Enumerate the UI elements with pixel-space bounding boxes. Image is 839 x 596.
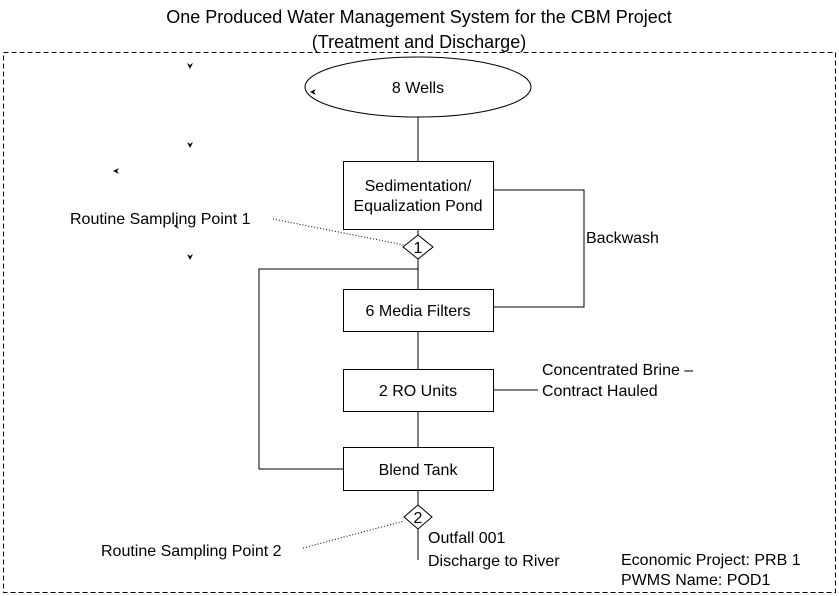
brine-label-2: Contract Hauled [542, 383, 658, 400]
arrowhead-icon [113, 168, 119, 174]
sampling-leader-1 [272, 218, 405, 246]
outfall-label-2: Discharge to River [428, 553, 560, 570]
arrowhead-icon [310, 89, 316, 95]
sedimentation-label-2: Equalization Pond [354, 198, 483, 215]
sampling-point-1-label: Routine Sampling Point 1 [70, 211, 251, 228]
sampling-point-2-label: Routine Sampling Point 2 [101, 543, 282, 560]
marker-2-text: 2 [414, 510, 423, 527]
sedimentation-label-1: Sedimentation/ [365, 178, 472, 195]
marker-1-text: 1 [414, 240, 423, 257]
bypass-line [258, 268, 418, 470]
system-boundary [3, 52, 836, 593]
ro-label: 2 RO Units [379, 383, 457, 400]
arrowhead-icon [187, 63, 193, 69]
sampling-leader-2 [302, 520, 405, 549]
filters-label: 6 Media Filters [366, 303, 471, 320]
node-blend-tank: Blend Tank [343, 447, 494, 491]
blend-label: Blend Tank [379, 462, 459, 479]
brine-label-1: Concentrated Brine – [542, 362, 693, 379]
arrowhead-icon [187, 142, 193, 148]
node-ro-units: 2 RO Units [343, 369, 494, 412]
node-media-filters: 6 Media Filters [343, 289, 494, 332]
sampling-point-1-marker: 1 [402, 234, 434, 260]
node-sedimentation-pond: Sedimentation/ Equalization Pond [343, 161, 494, 230]
arrowhead-icon [174, 223, 179, 229]
title-line2: (Treatment and Discharge) [312, 32, 526, 52]
backwash-line [493, 189, 585, 308]
wells-label: 8 Wells [392, 80, 444, 97]
backwash-label: Backwash [586, 230, 659, 247]
sampling-point-2-marker: 2 [403, 504, 433, 530]
stray-arrowhead-icons [113, 63, 316, 260]
pwms-info: PWMS Name: POD1 [621, 572, 770, 589]
arrowhead-icon [187, 254, 193, 260]
node-wells: 8 Wells [304, 56, 532, 118]
title-line1: One Produced Water Management System for… [166, 7, 672, 27]
outfall-label-1: Outfall 001 [428, 530, 505, 547]
project-info: Economic Project: PRB 1 [621, 552, 801, 569]
